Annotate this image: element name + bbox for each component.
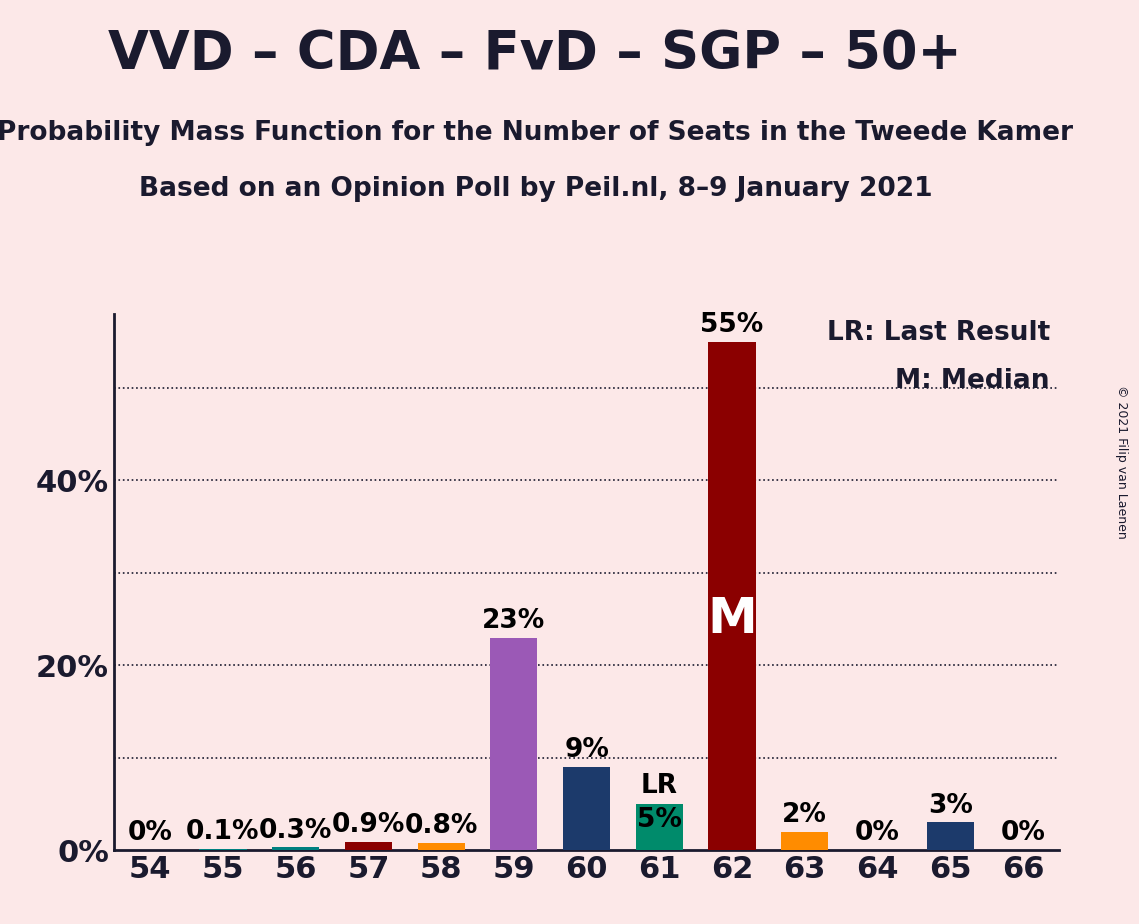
Text: 23%: 23% [482, 608, 546, 634]
Text: Based on an Opinion Poll by Peil.nl, 8–9 January 2021: Based on an Opinion Poll by Peil.nl, 8–9… [139, 176, 932, 201]
Text: 0.3%: 0.3% [259, 818, 333, 844]
Text: 0.1%: 0.1% [187, 820, 260, 845]
Text: M: M [707, 595, 757, 643]
Text: 2%: 2% [782, 802, 827, 828]
Text: M: Median: M: Median [895, 368, 1050, 394]
Bar [781, 832, 828, 850]
Text: 0%: 0% [855, 821, 900, 846]
Text: LR: LR [641, 773, 678, 799]
Bar [199, 849, 247, 850]
Text: 5%: 5% [637, 807, 682, 833]
Bar [272, 847, 319, 850]
Text: 0%: 0% [128, 821, 173, 846]
Bar [563, 767, 611, 850]
Bar [708, 342, 755, 850]
Bar [636, 804, 683, 850]
Text: 0.8%: 0.8% [404, 813, 478, 839]
Text: Probability Mass Function for the Number of Seats in the Tweede Kamer: Probability Mass Function for the Number… [0, 120, 1073, 146]
Text: © 2021 Filip van Laenen: © 2021 Filip van Laenen [1115, 385, 1128, 539]
Text: 9%: 9% [564, 737, 609, 763]
Bar [490, 638, 538, 850]
Text: 3%: 3% [928, 793, 973, 819]
Text: 0%: 0% [1000, 821, 1046, 846]
Text: VVD – CDA – FvD – SGP – 50+: VVD – CDA – FvD – SGP – 50+ [108, 28, 962, 79]
Bar [345, 842, 392, 850]
Text: 0.9%: 0.9% [331, 812, 405, 838]
Bar [926, 822, 974, 850]
Bar [418, 843, 465, 850]
Text: 55%: 55% [700, 312, 763, 338]
Text: LR: Last Result: LR: Last Result [827, 320, 1050, 346]
